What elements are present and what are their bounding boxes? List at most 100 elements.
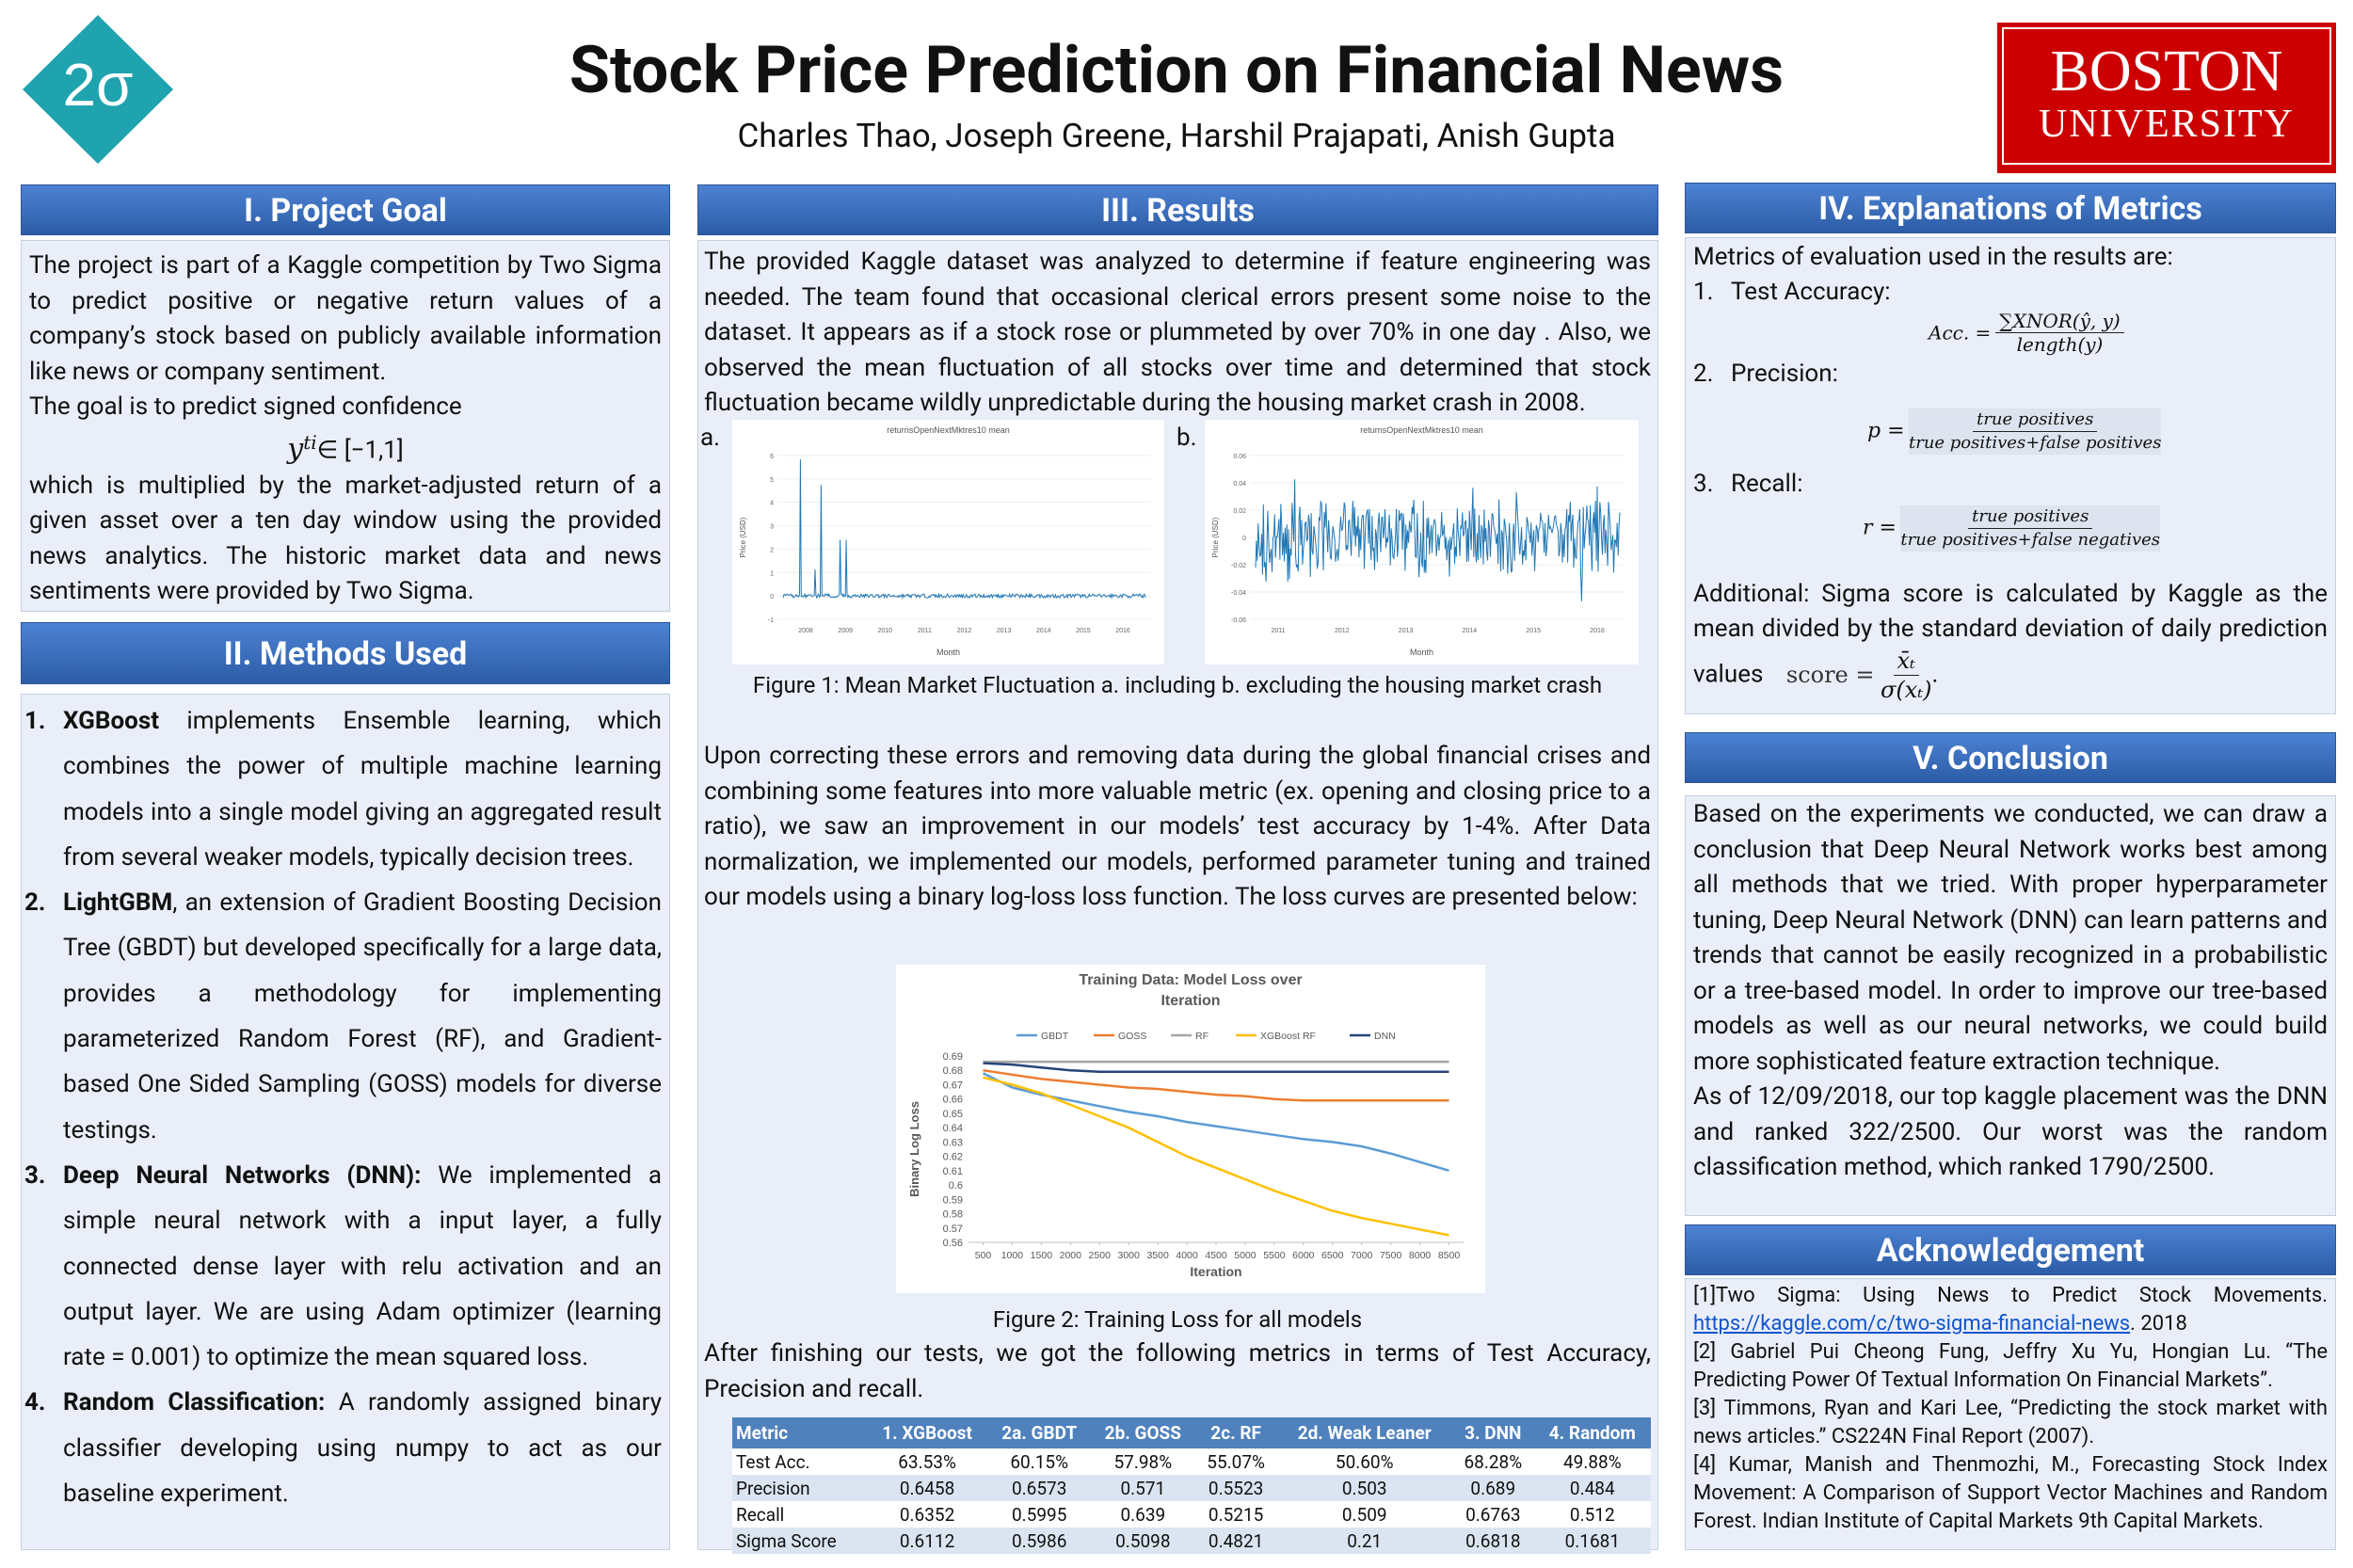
metrics: Metrics of evaluation used in the result…: [1685, 237, 2336, 714]
x-tick-label: 1500: [1031, 1250, 1053, 1261]
table-cell: 60.15%: [987, 1448, 1091, 1475]
method-text: , an extension of Gradient Boosting Deci…: [63, 888, 662, 1144]
y-tick-label: -0.04: [1231, 590, 1246, 597]
x-tick-label: 8500: [1438, 1250, 1461, 1261]
x-tick-label: 2015: [1526, 628, 1541, 634]
section-heading: Acknowledgement: [1685, 1224, 2336, 1275]
paragraph: The goal is to predict signed confidence: [29, 392, 462, 421]
table-cell: 0.509: [1276, 1501, 1452, 1528]
table-cell: Test Acc.: [732, 1448, 867, 1475]
section-heading: IV. Explanations of Metrics: [1685, 183, 2336, 233]
x-tick-label: 500: [975, 1250, 992, 1261]
x-tick-label: 5000: [1234, 1250, 1257, 1261]
metric-item: 1. Test Accuracy:: [1693, 275, 2328, 310]
denominator: length(y): [2016, 333, 2104, 356]
series-line: [983, 1076, 1449, 1237]
reference-link[interactable]: https://kaggle.com/c/two-sigma-financial…: [1693, 1312, 2131, 1336]
table-cell: 0.5523: [1194, 1475, 1277, 1501]
y-tick-label: 0: [1242, 536, 1246, 542]
figure-label: b.: [1176, 424, 1197, 452]
x-tick-label: 2009: [838, 628, 853, 634]
method-text: We implemented a simple neural network w…: [63, 1160, 662, 1372]
score-lhs: score =: [1785, 662, 1875, 688]
paragraph: Based on the experiments we conducted, w…: [1693, 800, 2328, 1076]
section-heading: II. Methods Used: [21, 622, 670, 684]
method-term: Deep Neural Networks (DNN):: [63, 1160, 422, 1190]
y-tick-label: 0.56: [943, 1238, 963, 1249]
x-tick-label: 2012: [1335, 628, 1350, 634]
metric-item: 2. Precision:: [1693, 357, 2328, 392]
table-header-cell: 2d. Weak Leaner: [1276, 1417, 1452, 1448]
item-number: 3.: [1693, 470, 1714, 498]
y-tick-label: 0.68: [943, 1065, 963, 1077]
table-header-row: Metric 1. XGBoost 2a. GBDT 2b. GOSS 2c. RF 2d…: [732, 1417, 1651, 1448]
x-tick-label: 2014: [1036, 628, 1051, 634]
x-tick-label: 7000: [1351, 1250, 1373, 1261]
series-line: [983, 1068, 1449, 1102]
item-number: 1.: [24, 707, 46, 735]
fraction: true positives true positives+false negat…: [1900, 505, 2161, 552]
y-tick-label: 3: [770, 524, 774, 531]
x-tick-label: 2016: [1590, 628, 1605, 634]
table-row: Sigma Score 0.6112 0.5986 0.5098 0.4821 0.21 0…: [732, 1528, 1651, 1554]
chart-title: Training Data: Model Loss over Iteration: [1079, 972, 1302, 1009]
denominator: true positives+false positives: [1908, 433, 2162, 453]
title: Stock Price Prediction on Financial News: [568, 32, 1785, 109]
table-row: Recall 0.6352 0.5995 0.639 0.5215 0.509 0.6763…: [732, 1501, 1651, 1528]
figure-ylabel: Price (USD): [739, 517, 747, 557]
metric-label: Precision:: [1731, 360, 1838, 388]
x-tick-label: 2008: [798, 628, 813, 634]
paragraph: The provided Kaggle dataset was analyzed…: [704, 248, 1651, 417]
x-tick-label: 8000: [1409, 1250, 1432, 1261]
table-cell: 0.571: [1090, 1475, 1195, 1501]
numerator: x̄ₜ: [1893, 647, 1919, 676]
university-line1: BOSTON: [2050, 40, 2283, 104]
table-cell: Recall: [732, 1501, 867, 1528]
item-number: 1.: [1693, 278, 1714, 306]
paragraph: As of 12/09/2018, our top kaggle placeme…: [1693, 1082, 2328, 1181]
table-header-cell: 1. XGBoost: [866, 1417, 988, 1448]
table-cell: 0.484: [1533, 1475, 1651, 1501]
methods: 1. XGBoost implements Ensemble learning, …: [21, 694, 670, 1550]
section-heading: V. Conclusion: [1685, 732, 2336, 783]
figure-xlabel: Month: [936, 648, 960, 657]
y-tick-label: 0.62: [943, 1152, 963, 1163]
table-cell: 0.6352: [866, 1501, 988, 1528]
table-cell: 0.4821: [1194, 1528, 1277, 1554]
reference: [4] Kumar, Manish and Thenmozhi, M., For…: [1693, 1453, 2328, 1533]
y-tick-label: -1: [768, 617, 774, 624]
y-tick-label: 0.57: [943, 1224, 963, 1235]
x-tick-label: 2013: [997, 628, 1012, 634]
figure-1b: returnsOpenNextMktres10 mean Month Price (…: [1205, 420, 1639, 664]
table-header-cell: 2c. RF: [1194, 1417, 1277, 1448]
figure-title: returnsOpenNextMktres10 mean: [887, 425, 1010, 435]
method-item: 3. Deep Neural Networks (DNN): We impleme…: [24, 1153, 662, 1380]
paragraph: The project is part of a Kaggle competit…: [29, 251, 662, 386]
item-number: 4.: [24, 1388, 46, 1417]
method-term: LightGBM: [63, 888, 173, 918]
score-end: .: [1931, 660, 1939, 689]
y-tick-label: -0.06: [1231, 617, 1246, 624]
method-item: 1. XGBoost implements Ensemble learning, …: [24, 698, 662, 880]
formula: Acc. = ∑XNOR(ŷ, y) length(y): [1929, 310, 2328, 357]
paragraph: Additional: Sigma score is calculated by…: [1693, 577, 2328, 704]
x-tick-label: 2013: [1399, 628, 1414, 634]
y-tick-label: 0.64: [943, 1123, 963, 1134]
university-logo: BOSTON UNIVERSITY: [1997, 23, 2336, 173]
x-tick-label: 2014: [1463, 628, 1478, 634]
logo-text: 2σ: [62, 51, 133, 119]
y-tick-label: 0.67: [943, 1080, 963, 1091]
table-row: Precision 0.6458 0.6573 0.571 0.5523 0.503 0.6…: [732, 1475, 1651, 1501]
table-cell: 0.5986: [987, 1528, 1091, 1554]
plot-line: [1255, 479, 1621, 601]
logo: 2σ: [23, 15, 173, 164]
legend-label: GOSS: [1118, 1031, 1146, 1042]
plot-line: [782, 458, 1146, 600]
paragraph: After finishing our tests, we got the fo…: [704, 1339, 1651, 1403]
x-tick-label: 4000: [1176, 1250, 1198, 1261]
formula-rest: ∈ [−1,1]: [316, 436, 404, 465]
x-tick-label: 2011: [1271, 628, 1285, 634]
y-tick-label: -0.02: [1231, 563, 1246, 569]
x-tick-label: 2000: [1060, 1250, 1082, 1261]
y-tick-label: 0.61: [943, 1166, 963, 1177]
